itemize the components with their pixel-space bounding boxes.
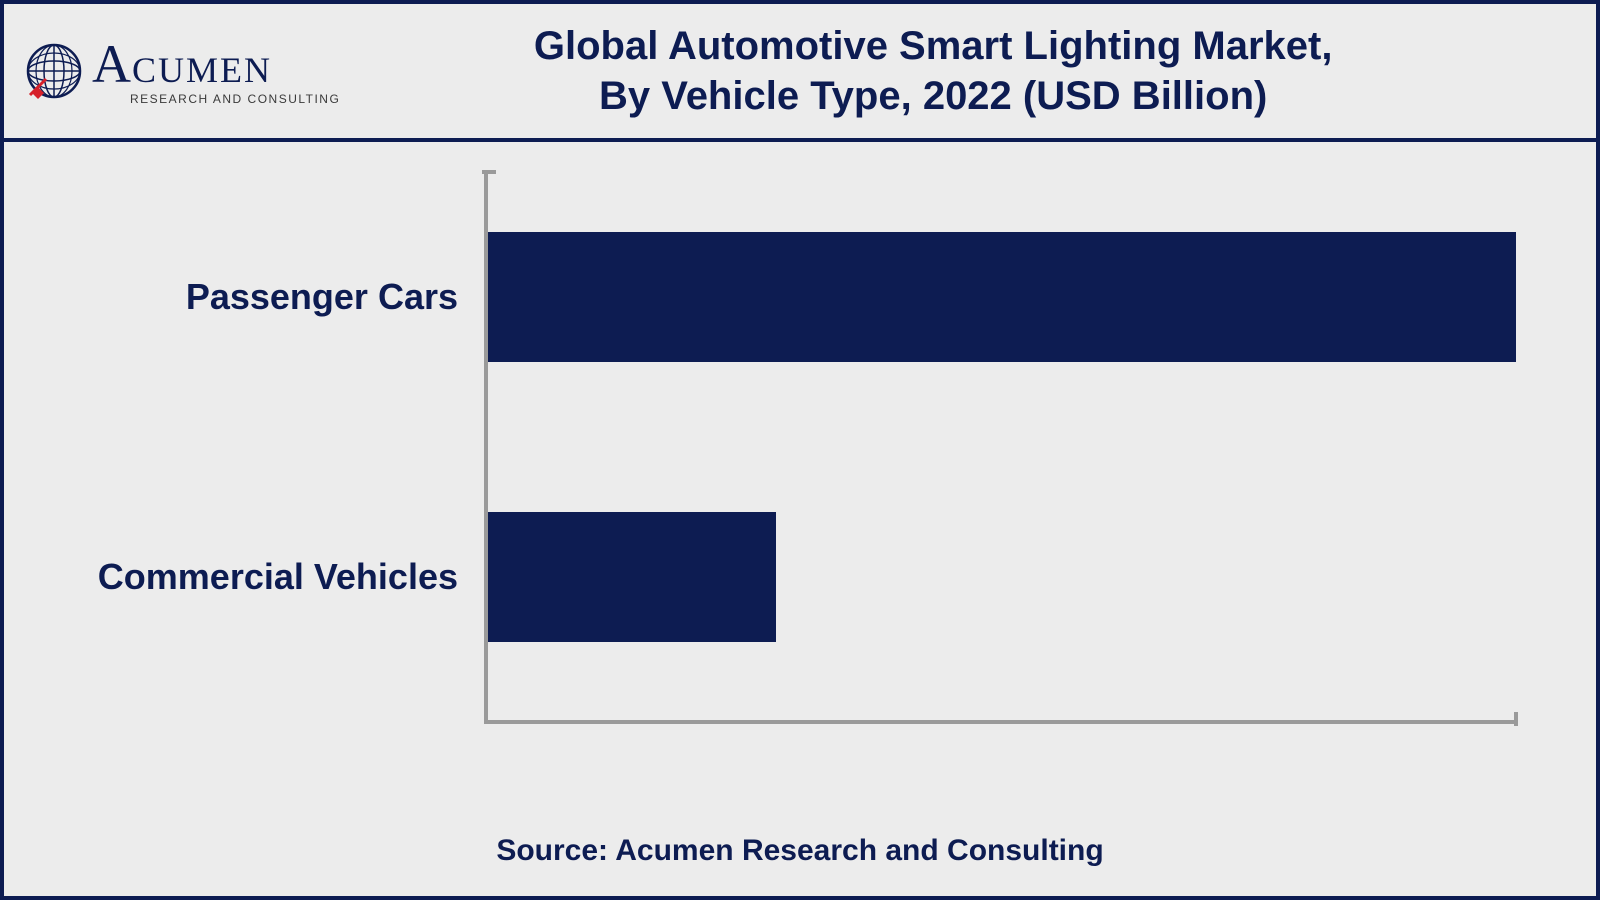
bar-commercial-vehicles: [488, 512, 776, 642]
logo-initial: A: [92, 34, 132, 94]
title-line-2: By Vehicle Type, 2022 (USD Billion): [599, 74, 1267, 118]
logo: ACUMEN RESEARCH AND CONSULTING: [24, 37, 340, 105]
category-label: Passenger Cars: [186, 276, 458, 318]
chart-frame: ACUMEN RESEARCH AND CONSULTING Global Au…: [0, 0, 1600, 900]
chart-body: Passenger Cars Commercial Vehicles Sourc…: [0, 142, 1600, 900]
logo-text: ACUMEN RESEARCH AND CONSULTING: [92, 37, 340, 105]
plot-area: Passenger Cars Commercial Vehicles: [484, 172, 1516, 724]
title-line-1: Global Automotive Smart Lighting Market,: [534, 24, 1333, 68]
source-text: Source: Acumen Research and Consulting: [4, 814, 1596, 896]
chart-title: Global Automotive Smart Lighting Market,…: [370, 21, 1496, 121]
axis-tick-top: [482, 170, 496, 174]
bar-row-commercial: Commercial Vehicles: [488, 512, 1516, 642]
axis-tick-right: [1514, 712, 1518, 726]
logo-main-text: ACUMEN: [92, 37, 340, 91]
globe-icon: [24, 41, 84, 101]
logo-rest: CUMEN: [132, 50, 272, 90]
x-axis: [484, 720, 1516, 724]
bar-row-passenger: Passenger Cars: [488, 232, 1516, 362]
logo-subtitle: RESEARCH AND CONSULTING: [130, 93, 340, 105]
bar-passenger-cars: [488, 232, 1516, 362]
header: ACUMEN RESEARCH AND CONSULTING Global Au…: [0, 0, 1600, 142]
chart-zone: Passenger Cars Commercial Vehicles: [4, 142, 1596, 814]
title-wrap: Global Automotive Smart Lighting Market,…: [370, 21, 1576, 121]
category-label: Commercial Vehicles: [98, 556, 458, 598]
